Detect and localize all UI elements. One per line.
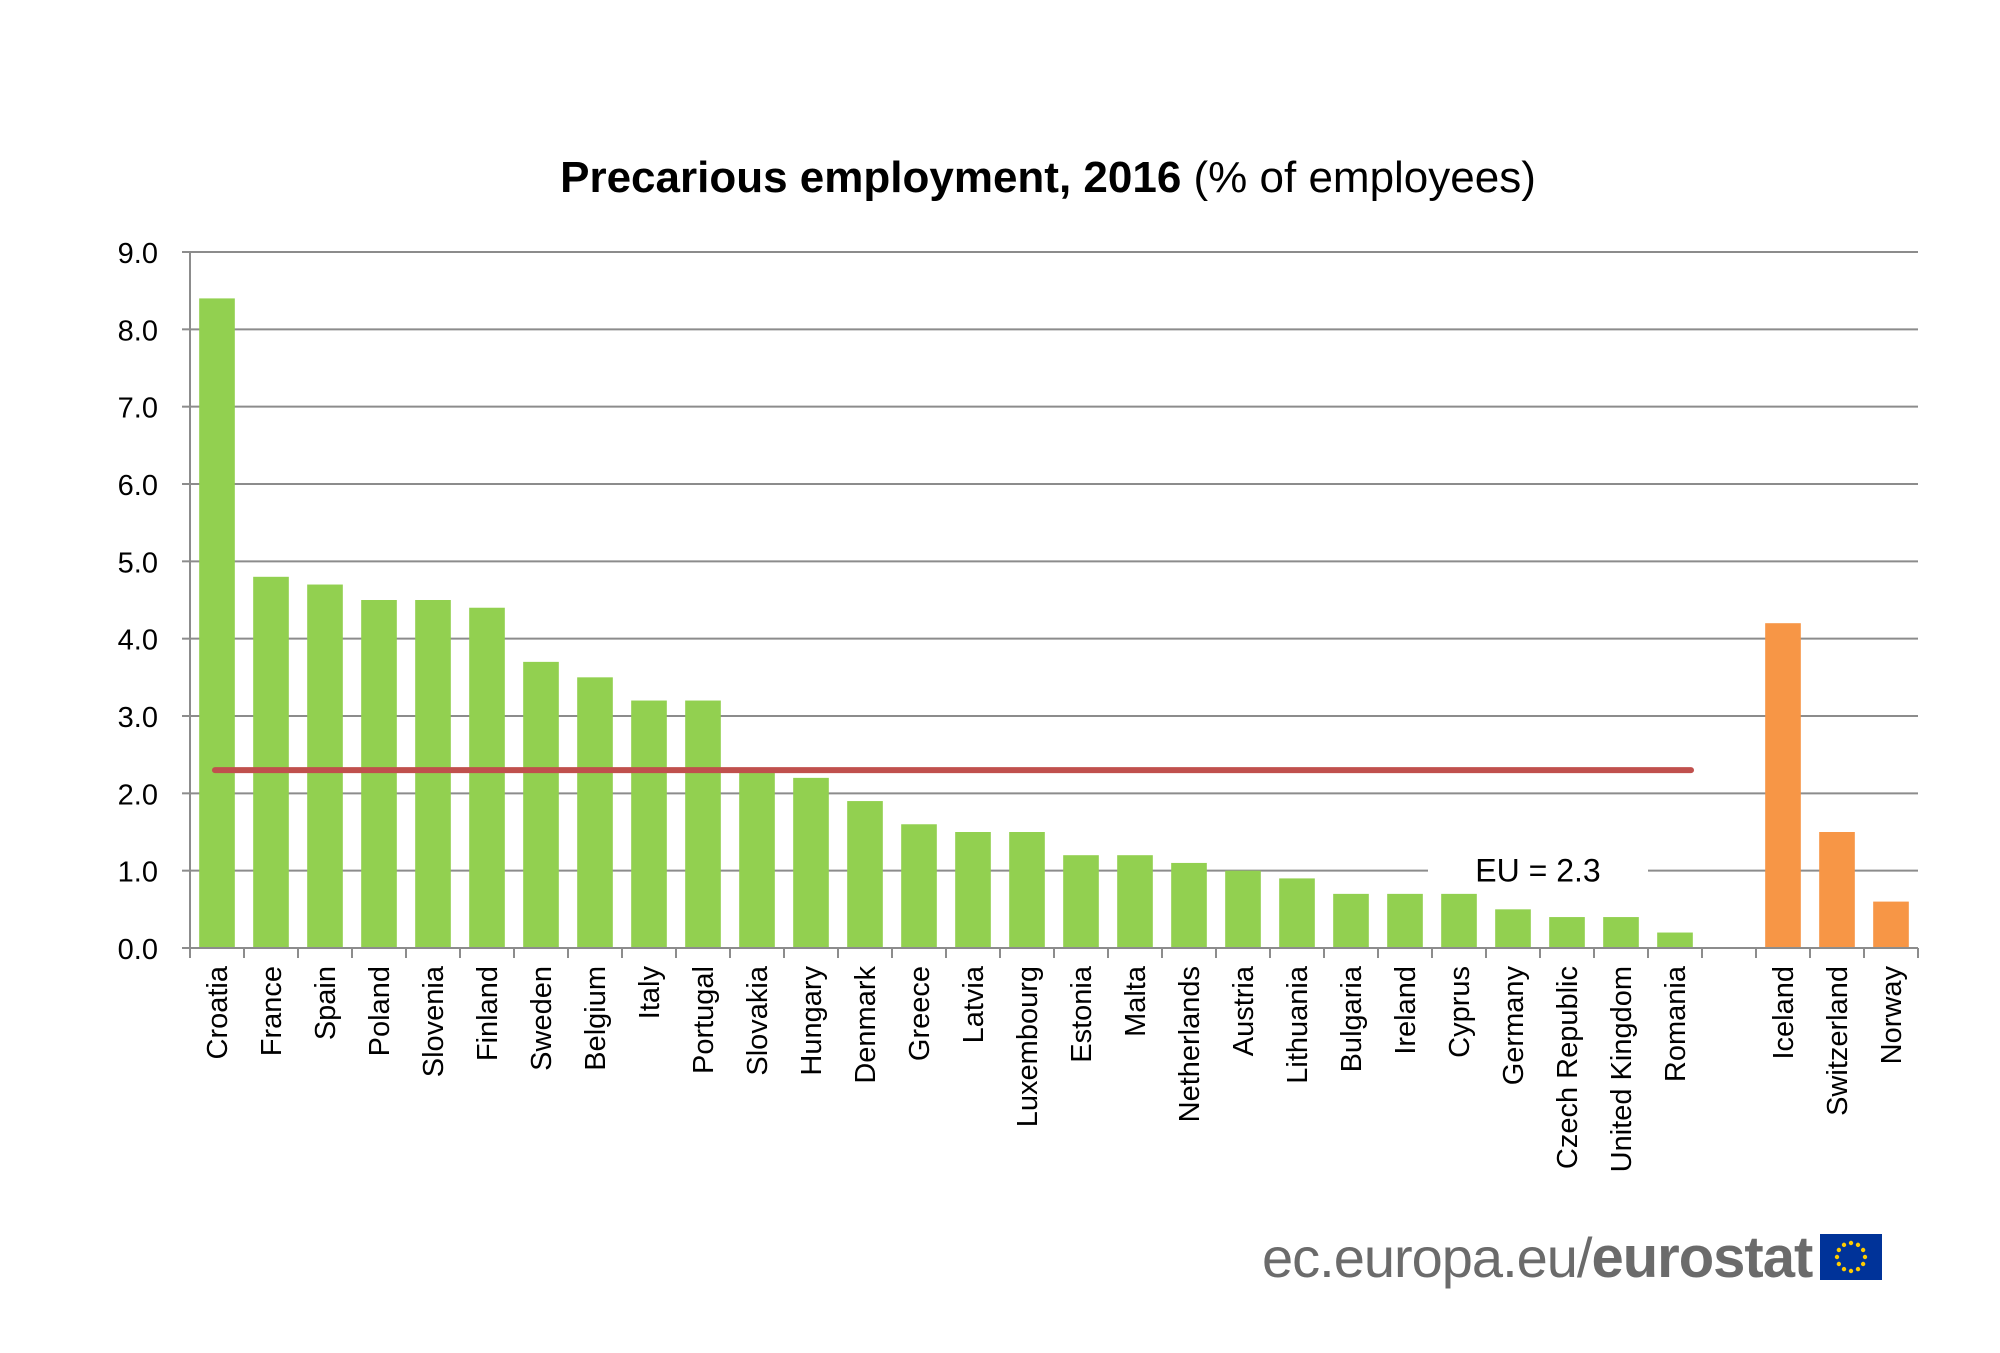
bar-romania — [1657, 932, 1693, 948]
x-tick-label-united-kingdom: United Kingdom — [1606, 966, 1638, 1172]
x-tick-label-malta: Malta — [1120, 965, 1152, 1037]
source-brand: eurostat — [1591, 1224, 1813, 1290]
y-axis-tick-labels: 0.0 1.0 2.0 3.0 4.0 5.0 6.0 7.0 8.0 9.0 — [118, 238, 158, 966]
x-axis — [189, 252, 1919, 958]
x-tick-label-poland: Poland — [364, 966, 396, 1056]
y-tick-label: 3.0 — [118, 702, 158, 734]
flag-star — [1836, 1247, 1842, 1253]
x-tick-label-croatia: Croatia — [202, 965, 234, 1059]
x-tick-label-portugal: Portugal — [688, 966, 720, 1074]
x-tick-label-finland: Finland — [472, 966, 504, 1061]
x-tick-label-spain: Spain — [310, 966, 342, 1040]
x-tick-label-latvia: Latvia — [958, 965, 990, 1043]
bar-norway — [1873, 901, 1909, 948]
x-tick-label-czech-republic: Czech Republic — [1552, 966, 1584, 1169]
x-tick-label-sweden: Sweden — [526, 966, 558, 1071]
bar-france — [253, 576, 289, 948]
x-tick-label-bulgaria: Bulgaria — [1336, 965, 1368, 1072]
chart-title-main: Precarious employment, 2016 — [560, 153, 1181, 202]
bar-italy — [631, 700, 667, 948]
bar-malta — [1117, 855, 1153, 948]
bar-sweden — [523, 661, 559, 948]
x-tick-label-lithuania: Lithuania — [1282, 965, 1314, 1084]
y-tick-label: 0.0 — [118, 934, 158, 966]
bars — [199, 298, 1909, 948]
bar-cyprus — [1441, 893, 1477, 948]
x-tick-label-denmark: Denmark — [850, 966, 882, 1084]
y-tick-label: 7.0 — [118, 393, 158, 425]
bar-slovakia — [739, 770, 775, 948]
eu-average-label: EU = 2.3 — [1475, 853, 1600, 889]
x-tick-label-greece: Greece — [904, 966, 936, 1061]
flag-star — [1861, 1261, 1866, 1267]
flag-star — [1842, 1266, 1847, 1272]
bar-switzerland — [1819, 832, 1855, 948]
x-tick-label-cyprus: Cyprus — [1444, 966, 1476, 1058]
bar-finland — [469, 607, 505, 948]
flag-star — [1836, 1261, 1842, 1267]
bar-estonia — [1063, 855, 1099, 948]
y-tick-label: 1.0 — [118, 857, 158, 889]
y-tick-label: 9.0 — [118, 238, 158, 270]
flag-star — [1861, 1247, 1866, 1253]
y-tick-label: 5.0 — [118, 547, 158, 579]
bar-czech-republic — [1549, 917, 1585, 948]
bar-denmark — [847, 801, 883, 948]
eu-average-label-background — [1428, 851, 1648, 892]
flag-star — [1849, 1240, 1854, 1246]
bar-united-kingdom — [1603, 917, 1639, 948]
flag-star — [1856, 1266, 1861, 1272]
bar-greece — [901, 824, 937, 948]
bar-portugal — [685, 700, 721, 948]
bar-poland — [361, 600, 397, 948]
bar-bulgaria — [1333, 893, 1369, 948]
x-tick-label-france: France — [256, 966, 288, 1056]
bar-iceland — [1765, 623, 1801, 948]
x-tick-label-slovakia: Slovakia — [742, 965, 774, 1075]
bar-ireland — [1387, 893, 1423, 948]
x-tick-label-estonia: Estonia — [1066, 965, 1098, 1063]
flag-star — [1863, 1254, 1868, 1260]
x-tick-label-norway: Norway — [1876, 966, 1908, 1065]
flag-star — [1835, 1254, 1840, 1260]
x-tick-label-ireland: Ireland — [1390, 966, 1422, 1055]
bar-spain — [307, 584, 343, 948]
bar-belgium — [577, 677, 613, 948]
eu-average-line-group: EU = 2.3 — [212, 767, 1694, 892]
bar-luxembourg — [1009, 832, 1045, 948]
bar-slovenia — [415, 600, 451, 948]
y-tick-label: 6.0 — [118, 470, 158, 502]
x-tick-label-austria: Austria — [1228, 965, 1260, 1056]
chart-title: Precarious employment, 2016 (% of employ… — [560, 153, 1536, 202]
bar-austria — [1225, 870, 1261, 948]
x-tick-label-switzerland: Switzerland — [1822, 966, 1854, 1116]
x-tick-label-iceland: Iceland — [1768, 966, 1800, 1060]
x-tick-label-belgium: Belgium — [580, 966, 612, 1071]
chart-title-unit: (% of employees) — [1181, 153, 1536, 202]
bar-lithuania — [1279, 878, 1315, 948]
y-tick-label: 4.0 — [118, 625, 158, 657]
x-tick-label-slovenia: Slovenia — [418, 965, 450, 1077]
flag-star — [1856, 1242, 1861, 1248]
x-tick-label-hungary: Hungary — [796, 966, 828, 1076]
eu-flag-icon — [1820, 1234, 1883, 1280]
flag-star — [1849, 1268, 1854, 1274]
x-tick-label-italy: Italy — [634, 966, 666, 1020]
bar-latvia — [955, 832, 991, 948]
y-tick-label: 2.0 — [118, 779, 158, 811]
source-site: ec.europa.eu/ — [1262, 1225, 1592, 1289]
flag-star — [1842, 1242, 1847, 1248]
x-axis-category-labels: Croatia France Spain Poland Slovenia Finland S… — [202, 965, 1908, 1172]
source-footer: ec.europa.eu/eurostat — [1262, 1222, 1883, 1292]
bar-hungary — [793, 777, 829, 948]
x-tick-label-netherlands: Netherlands — [1174, 966, 1206, 1122]
bar-germany — [1495, 909, 1531, 948]
x-tick-label-germany: Germany — [1498, 966, 1530, 1086]
x-tick-label-luxembourg: Luxembourg — [1012, 966, 1044, 1127]
bar-croatia — [199, 298, 235, 948]
bar-netherlands — [1171, 862, 1207, 948]
y-tick-label: 8.0 — [118, 315, 158, 347]
x-tick-label-romania: Romania — [1660, 965, 1692, 1082]
